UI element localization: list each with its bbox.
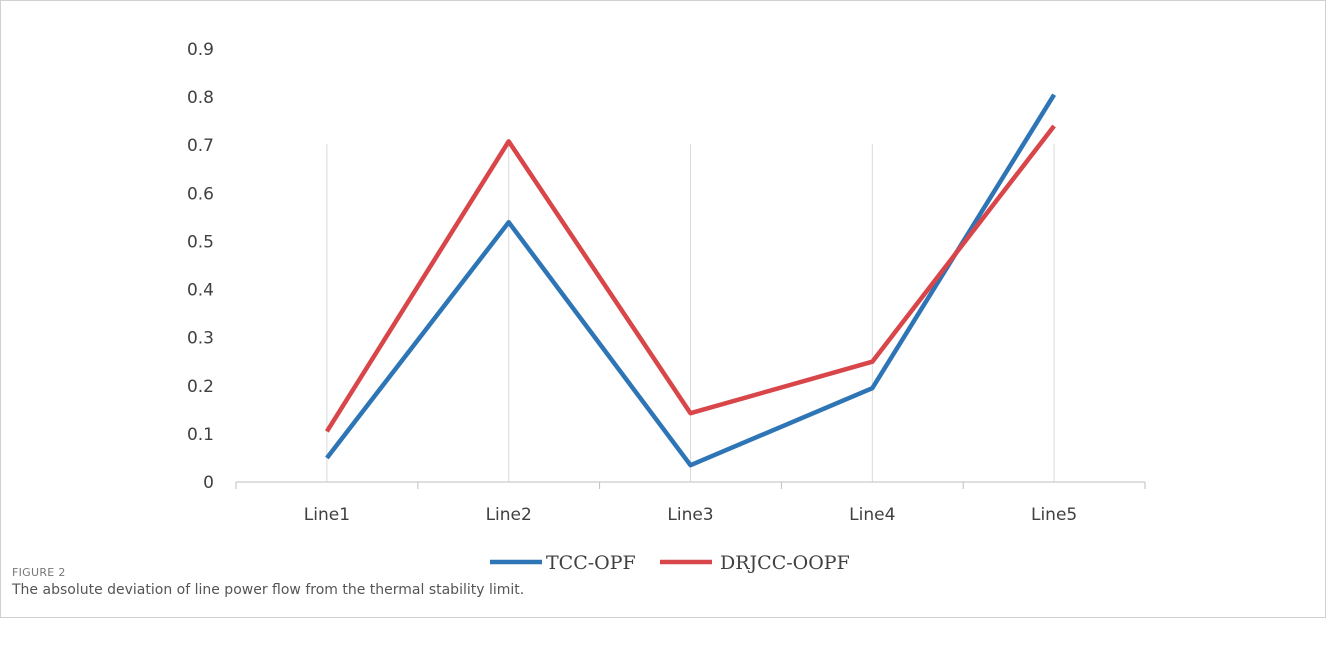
caption-label: FIGURE 2	[12, 566, 66, 579]
x-tick-label-line5: Line5	[1031, 505, 1077, 525]
series-lines	[324, 93, 1057, 468]
y-tick-label: 0.7	[187, 136, 214, 156]
y-tick-label: 0.2	[187, 377, 214, 397]
figure-frame	[0, 0, 1326, 618]
y-tick-label: 0.4	[187, 281, 214, 301]
y-tick-label: 0.1	[187, 425, 214, 445]
y-tick-label: 0.8	[187, 88, 214, 108]
x-axis-tick-labels: Line1 Line2 Line3 Line4 Line5	[304, 505, 1077, 525]
x-tick-label-line1: Line1	[304, 505, 350, 525]
legend-label-tcc-opf: TCC-OPF	[546, 552, 636, 574]
y-axis-tick-labels: 0 0.1 0.2 0.3 0.4 0.5 0.6 0.7 0.8 0.9	[187, 40, 214, 493]
y-tick-label: 0.3	[187, 329, 214, 349]
x-tick-label-line3: Line3	[667, 505, 713, 525]
figure-caption: FIGURE 2 The absolute deviation of line …	[12, 565, 1312, 599]
y-tick-label: 0.9	[187, 40, 214, 60]
gridlines	[326, 144, 1055, 482]
y-tick-label: 0.5	[187, 232, 214, 252]
legend-label-drjcc-oopf: DRJCC-OOPF	[720, 552, 850, 574]
x-axis	[235, 481, 1146, 489]
legend: TCC-OPF DRJCC-OOPF	[490, 552, 850, 574]
y-tick-label: 0	[203, 473, 214, 493]
caption-text: The absolute deviation of line power flo…	[12, 582, 525, 598]
line-chart: 00.10.20.30.40.50.60.70.80.9 Line1 Line2 L…	[187, 40, 1146, 574]
x-tick-label-line2: Line2	[486, 505, 532, 525]
x-tick-label-line4: Line4	[849, 505, 895, 525]
y-tick-label: 0.6	[187, 184, 214, 204]
